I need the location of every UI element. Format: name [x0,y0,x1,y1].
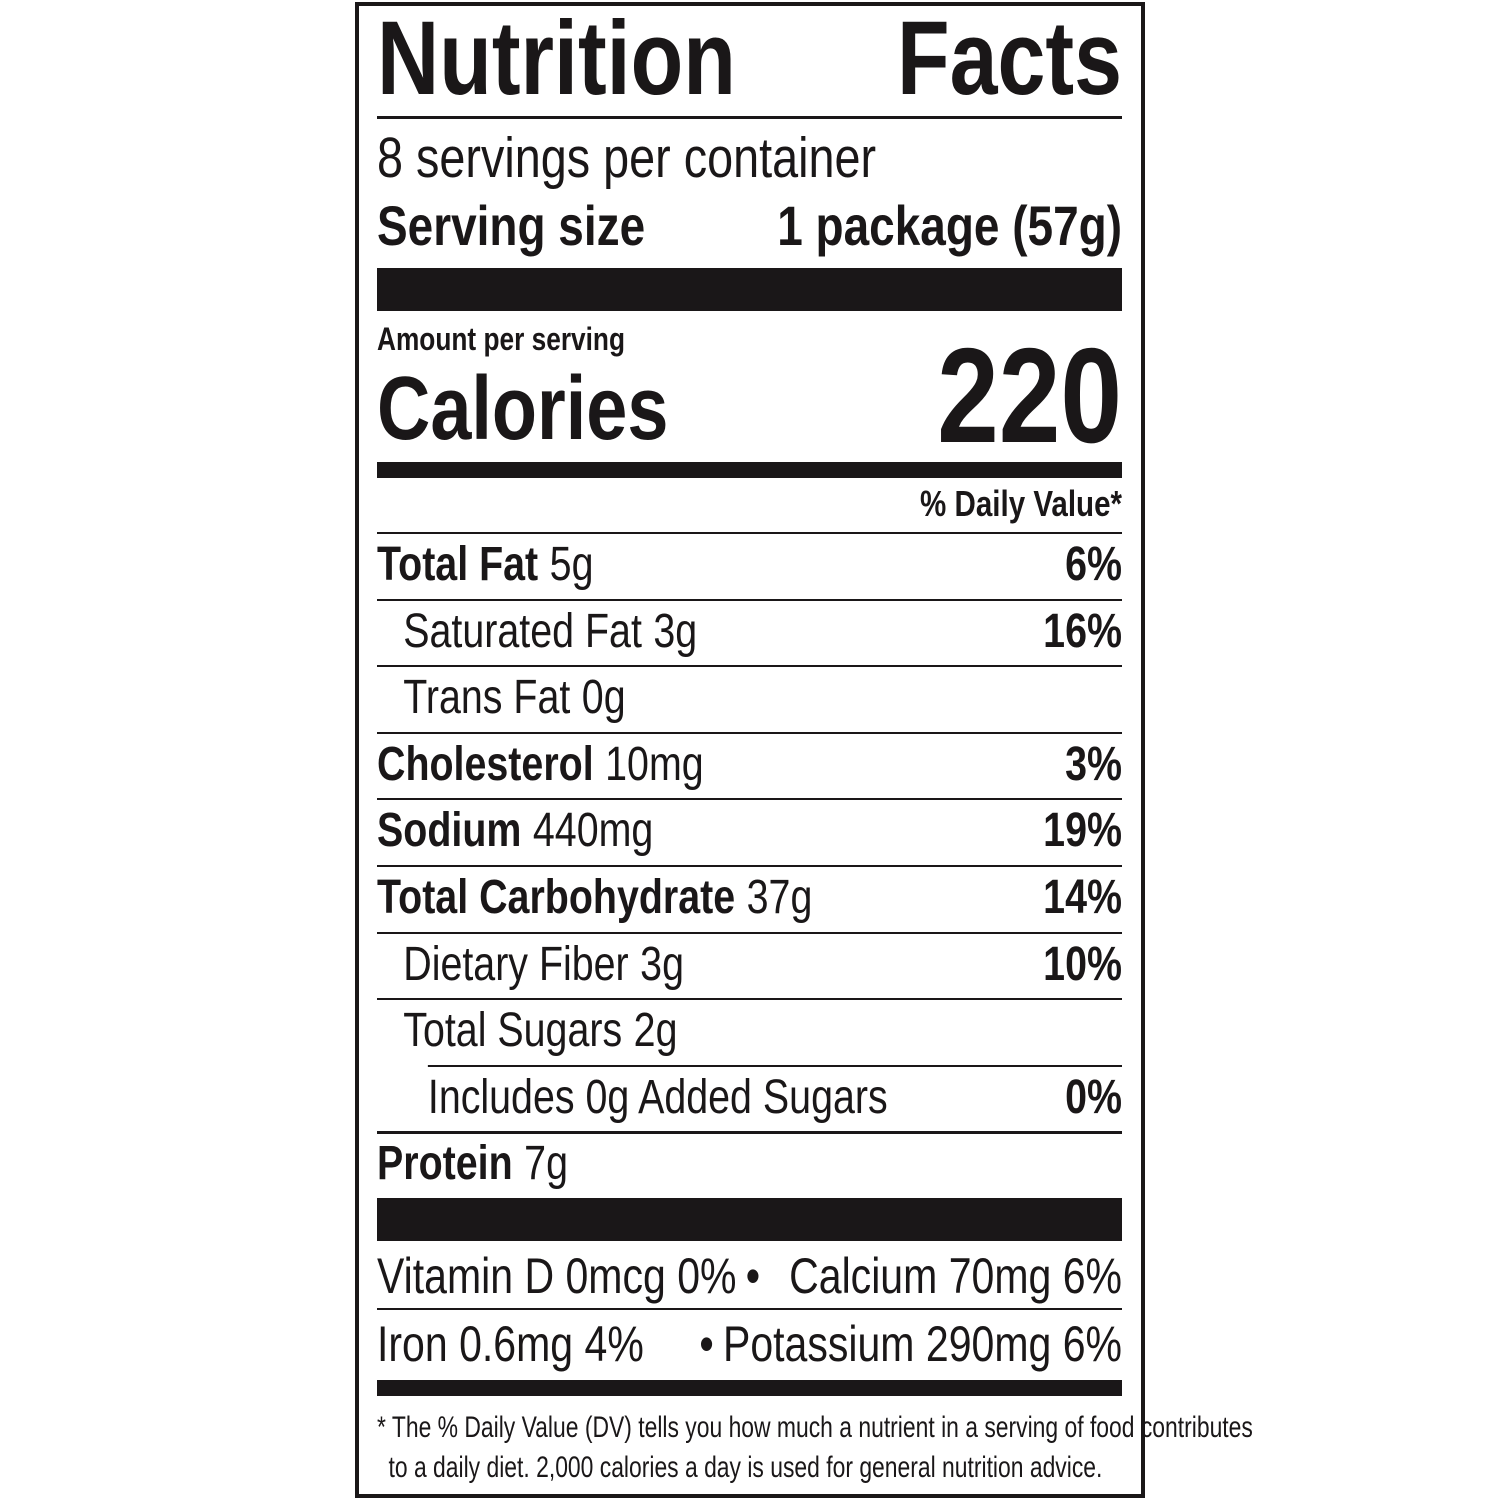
nutrient-row-saturated-fat: Saturated Fat 3g 16% [377,599,1122,666]
daily-value-header: % Daily Value* [920,483,1123,524]
bullet-separator: • [745,1248,761,1304]
nutrient-row-added-sugars: Includes 0g Added Sugars 0% [377,1065,1122,1132]
amount-per-serving: Amount per serving [377,321,626,357]
nutrient-label: Trans Fat 0g [377,665,626,731]
divider [427,1064,1123,1067]
thick-bar [377,268,1123,311]
divider [377,665,1123,668]
nutrient-daily-value: 0% [1065,1070,1123,1124]
medium-bar [377,462,1123,478]
nutrient-amount: 3g [653,604,698,658]
title-nutrition: Nutrition [377,0,736,117]
calcium: Calcium 70mg 6% [789,1248,1123,1304]
footnote-line-2: to a daily diet. 2,000 calories a day is… [388,1451,1103,1484]
serving-size-label: Serving size [377,194,646,257]
nutrient-label: Saturated Fat 3g [377,599,697,665]
nutrient-daily-value: 14% [1043,871,1123,924]
calories-value: 220 [937,320,1123,471]
calories-label: Calories [377,359,669,459]
nutrient-row-dietary-fiber: Dietary Fiber 3g 10% [377,932,1122,999]
nutrient-amount: 3g [640,937,684,991]
nutrient-name: Trans Fat [403,671,571,725]
micronutrient-row: Iron 0.6mg 4% • Potassium 290mg 6% [377,1311,1122,1377]
nutrient-amount: 440mg [532,804,654,858]
divider [377,116,1123,119]
nutrient-name: Protein [377,1137,513,1191]
nutrient-label: Total Fat 5g [377,532,593,598]
divider [377,532,1123,534]
nutrient-daily-value: 16% [1043,604,1123,658]
nutrient-daily-value: 6% [1065,538,1123,591]
nutrient-amount: 5g [549,538,594,591]
divider [377,798,1123,801]
nutrient-row-trans-fat: Trans Fat 0g [377,665,1122,732]
iron: Iron 0.6mg 4% [377,1316,644,1372]
nutrient-name: Saturated Fat [403,604,642,658]
nutrient-label: Cholesterol 10mg [377,732,704,798]
bullet-separator: • [699,1316,714,1372]
nutrient-name: Sodium [377,804,522,858]
medium-bar [377,1380,1123,1396]
nutrient-amount: 10mg [605,737,704,791]
nutrient-label: Total Carbohydrate 37g [377,865,812,931]
divider [377,1308,1123,1310]
nutrient-name: Total Carbohydrate [377,871,736,924]
nutrient-amount: 0g [581,671,626,725]
nutrient-row-protein: Protein 7g [377,1131,1122,1198]
nutrient-row-total-fat: Total Fat 5g 6% [377,532,1122,599]
micronutrient-row: Vitamin D 0mcg 0% • Calcium 70mg 6% [377,1243,1122,1309]
nutrient-daily-value: 10% [1043,937,1123,991]
nutrient-label: Dietary Fiber 3g [377,932,684,998]
nutrient-row-sodium: Sodium 440mg 19% [377,798,1122,865]
thick-bar [377,1198,1123,1241]
nutrition-facts-content: Nutrition Facts 8 servings per container… [377,0,1253,1500]
nutrient-row-total-sugars: Total Sugars 2g [377,998,1122,1065]
serving-size-value: 1 package (57g) [777,194,1123,257]
vitamin-d: Vitamin D 0mcg 0% [377,1248,737,1304]
nutrient-label: Total Sugars 2g [377,998,677,1064]
nutrient-amount: 37g [746,871,813,924]
nutrient-name: Total Sugars [403,1004,623,1058]
divider [377,865,1123,867]
nutrient-name: Cholesterol [377,737,594,791]
nutrient-name: Dietary Fiber [403,937,629,991]
nutrient-row-cholesterol: Cholesterol 10mg 3% [377,732,1122,799]
title-facts: Facts [896,0,1123,117]
servings-per-container: 8 servings per container [377,126,877,190]
serving-size-row: Serving size 1 package (57g) [377,198,1122,254]
nutrient-label: Includes 0g Added Sugars [377,1065,899,1131]
divider [377,1131,1123,1135]
divider [377,998,1123,1001]
nutrient-name: Includes 0g Added Sugars [427,1070,888,1124]
nutrient-label: Protein 7g [377,1131,568,1197]
nutrient-row-total-carbohydrate: Total Carbohydrate 37g 14% [377,865,1122,932]
nutrient-label: Sodium 440mg [377,798,653,864]
divider [377,598,1123,601]
nutrient-daily-value: 3% [1065,737,1123,791]
footnote-line-1: * The % Daily Value (DV) tells you how m… [377,1411,1253,1444]
divider [377,731,1123,734]
potassium: Potassium 290mg 6% [722,1316,1123,1372]
nutrition-facts-panel [355,2,1145,1498]
panel-title: Nutrition Facts [377,6,1122,111]
nutrient-name: Total Fat [377,538,539,591]
divider [377,931,1123,934]
nutrient-amount: 2g [633,1004,678,1058]
nutrient-daily-value: 19% [1043,804,1123,858]
nutrient-amount: 7g [524,1137,568,1191]
